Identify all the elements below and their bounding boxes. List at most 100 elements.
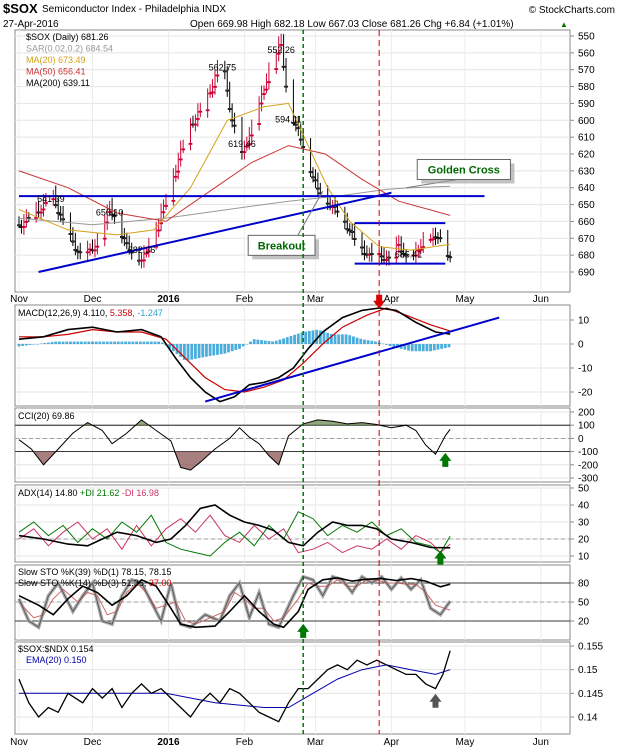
- candle-body: [176, 170, 181, 173]
- y-tick-label: 640: [578, 183, 595, 194]
- legend-text: MACD(12,26,9) 4.110, 5.358, -1.247: [18, 308, 163, 318]
- macd-histogram-bar: [352, 336, 355, 344]
- y-tick-label: -300: [578, 474, 598, 485]
- macd-histogram-bar: [263, 340, 267, 344]
- ma200-line: [18, 185, 451, 226]
- macd-histogram-bar: [447, 344, 451, 348]
- candle-body: [259, 102, 264, 105]
- ma50-line: [18, 145, 451, 222]
- macd-histogram-bar: [326, 332, 330, 344]
- candle-body: [122, 237, 127, 240]
- macd-histogram-bar: [124, 341, 127, 344]
- candle-body: [142, 259, 146, 262]
- macd-histogram-bar: [311, 330, 315, 344]
- macd-histogram-bar: [197, 344, 201, 359]
- candle-body: [335, 210, 340, 213]
- price-label: 594.11: [275, 114, 302, 124]
- macd-histogram-bar: [127, 341, 131, 344]
- macd-histogram-bar: [190, 344, 194, 360]
- panel-title: CCI(20) 69.86: [18, 411, 75, 421]
- macd-histogram-bar: [440, 344, 444, 349]
- candle-body: [124, 242, 129, 245]
- candle-body: [396, 244, 401, 246]
- macd-histogram-bar: [274, 340, 278, 344]
- candle-body: [222, 70, 227, 73]
- y-tick-label: 80: [578, 579, 590, 590]
- time-label: May: [455, 737, 474, 748]
- y-tick-label: 0.145: [578, 689, 603, 700]
- macd-histogram-bar: [142, 341, 146, 344]
- macd-histogram-bar: [43, 343, 47, 344]
- up-arrow-icon: [434, 550, 447, 565]
- candle-body: [198, 110, 203, 113]
- price-label: 641.39: [37, 194, 65, 204]
- macd-histogram-bar: [168, 344, 172, 349]
- macd-histogram-bar: [182, 344, 186, 360]
- macd-histogram-bar: [249, 341, 252, 344]
- candle-body: [342, 220, 347, 223]
- macd-histogram-bar: [414, 344, 418, 352]
- candle-body: [274, 68, 279, 70]
- candle-body: [112, 215, 117, 218]
- legend-entry: Slow STO %K(14) %D(3) 51.36,: [18, 578, 146, 588]
- candle-body: [448, 256, 453, 259]
- callout-box: [416, 158, 511, 180]
- candle-body: [379, 255, 384, 258]
- macd-histogram-bar: [337, 334, 341, 344]
- macd-panel: 10 0 -10 -20 MACD(12,26,9) 4.110, 5.358, -1.…: [14, 294, 593, 407]
- y-tick-label: 610: [578, 133, 595, 144]
- macd-histogram-bar: [153, 341, 157, 344]
- candle-body: [262, 93, 266, 95]
- candle-body: [95, 245, 100, 248]
- macd-histogram-bar: [407, 344, 410, 351]
- y-tick-label: 560: [578, 48, 595, 59]
- macd-histogram-bar: [388, 344, 392, 346]
- candle-body: [279, 44, 284, 46]
- candle-body: [257, 123, 262, 126]
- cci-overbought-fill: [19, 419, 451, 426]
- candle-body: [110, 213, 114, 216]
- candle-body: [71, 240, 75, 243]
- macd-histogram-bar: [50, 342, 54, 344]
- macd-histogram-bar: [17, 344, 21, 347]
- candle-body: [173, 175, 178, 178]
- candle-body: [44, 202, 48, 204]
- macd-histogram-bar: [131, 341, 135, 344]
- time-label: Nov: [10, 737, 28, 748]
- legend-text: Slow STO %K(14) %D(3) 51.36, 37.00: [18, 578, 171, 588]
- legend-entry: MACD(12,26,9) 4.110,: [18, 308, 107, 318]
- chart-date: 27-Apr-2016: [3, 19, 59, 30]
- chart-name: Semiconductor Index - Philadelphia INDX: [42, 4, 226, 15]
- macd-histogram-bar: [267, 341, 271, 344]
- macd-histogram-bar: [24, 344, 28, 346]
- y-tick-label: 600: [578, 116, 595, 127]
- y-tick-label: 620: [578, 150, 595, 161]
- candle-body: [161, 211, 166, 214]
- macd-histogram-bar: [370, 340, 374, 344]
- callout-text: Breakout: [258, 240, 306, 252]
- macd-histogram-bar: [208, 344, 212, 356]
- legend-entry: 37.00: [146, 578, 171, 588]
- candle-body: [352, 238, 357, 240]
- macd-histogram-bar: [315, 329, 319, 344]
- macd-histogram-bar: [374, 341, 377, 344]
- candle-body: [68, 233, 73, 235]
- macd-histogram-bar: [300, 332, 304, 344]
- macd-histogram-bar: [201, 344, 205, 358]
- macd-histogram-bar: [109, 341, 113, 344]
- time-label: 2016: [157, 294, 180, 305]
- candle-body: [53, 204, 58, 207]
- candle-body: [205, 109, 210, 112]
- macd-histogram-bar: [87, 341, 91, 344]
- candle-body: [51, 198, 56, 201]
- legend-entry: 5.358,: [107, 308, 135, 318]
- time-label: Jun: [533, 294, 549, 305]
- callout-box: [247, 234, 316, 256]
- macd-histogram-bar: [54, 341, 58, 344]
- macd-histogram-bar: [227, 344, 230, 353]
- macd-histogram-bar: [234, 344, 238, 350]
- callout-text: Golden Cross: [428, 164, 500, 176]
- macd-histogram-bar: [252, 339, 256, 344]
- macd-histogram-bar: [120, 341, 124, 344]
